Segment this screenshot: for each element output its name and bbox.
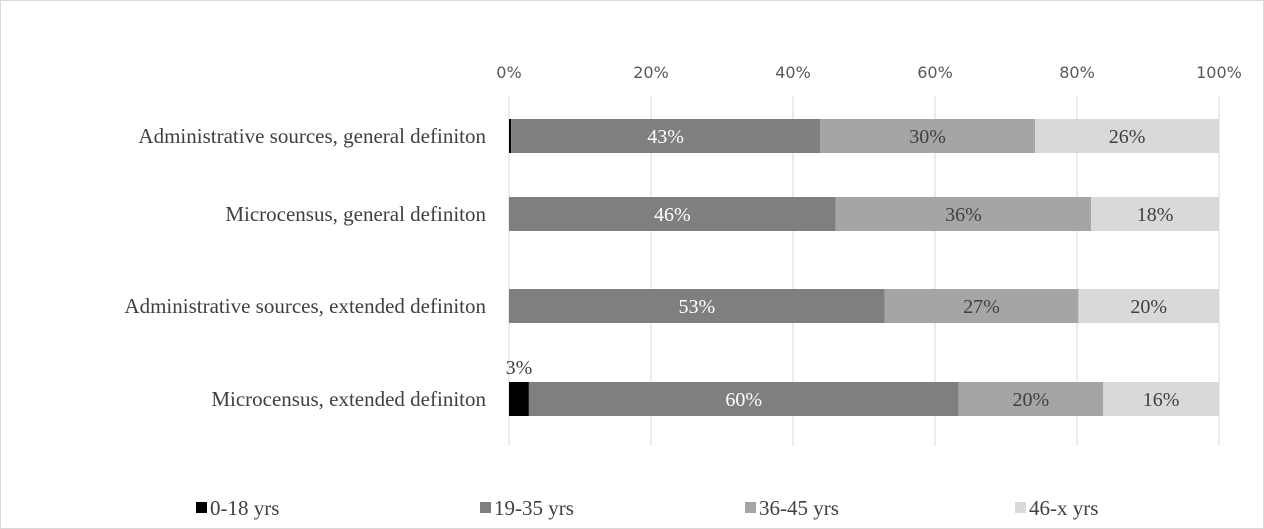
legend-swatch xyxy=(480,502,491,513)
bar-segment xyxy=(509,289,885,323)
x-tick-label: 80% xyxy=(1059,63,1095,82)
category-labels: Administrative sources, general definito… xyxy=(124,124,486,411)
bar-segment xyxy=(509,119,512,153)
legend-label: 46-x yrs xyxy=(1029,496,1098,520)
bars xyxy=(509,119,1219,416)
data-label: 43% xyxy=(647,126,684,148)
legend-label: 36-45 yrs xyxy=(759,496,839,520)
bar-segment xyxy=(1103,382,1219,416)
data-label: 27% xyxy=(963,296,1000,318)
category-label: Microcensus, general definiton xyxy=(225,202,486,226)
legend-item: 0-18 yrs xyxy=(196,496,279,520)
x-tick-label: 60% xyxy=(917,63,953,82)
legend: 0-18 yrs 19-35 yrs 36-45 yrs 46-x yrs xyxy=(196,496,1098,520)
bar-segment xyxy=(509,382,529,416)
bar-segment xyxy=(958,382,1104,416)
data-label: 20% xyxy=(1013,389,1050,411)
legend-item: 36-45 yrs xyxy=(745,496,839,520)
category-label: Administrative sources, extended definit… xyxy=(124,294,486,318)
data-label: 16% xyxy=(1143,389,1180,411)
x-axis-ticks: 0% 20% 40% 60% 80% 100% xyxy=(496,63,1242,82)
bar-segment xyxy=(1091,197,1219,231)
category-label: Microcensus, extended definiton xyxy=(211,387,486,411)
x-tick-label: 100% xyxy=(1196,63,1242,82)
bar-segment xyxy=(1035,119,1219,153)
bar-segment xyxy=(528,382,959,416)
data-label: 26% xyxy=(1109,126,1146,148)
x-tick-label: 40% xyxy=(775,63,811,82)
bar-segment xyxy=(509,197,836,231)
data-label: 18% xyxy=(1137,204,1174,226)
data-label: 53% xyxy=(678,296,715,318)
legend-item: 46-x yrs xyxy=(1015,496,1098,520)
legend-label: 19-35 yrs xyxy=(494,496,574,520)
data-label: 20% xyxy=(1130,296,1167,318)
bar-segment xyxy=(511,119,820,153)
category-label: Administrative sources, general definito… xyxy=(138,124,486,148)
legend-label: 0-18 yrs xyxy=(210,496,279,520)
bar-segment xyxy=(1078,289,1219,323)
data-label: 46% xyxy=(654,204,691,226)
data-label: 60% xyxy=(725,389,762,411)
bar-segment xyxy=(819,119,1036,153)
data-label: 30% xyxy=(909,126,946,148)
data-label: 36% xyxy=(945,204,982,226)
x-tick-label: 0% xyxy=(496,63,521,82)
bar-segment xyxy=(884,289,1079,323)
legend-swatch xyxy=(745,502,756,513)
data-label: 3% xyxy=(506,357,533,379)
x-tick-label: 20% xyxy=(633,63,669,82)
legend-swatch xyxy=(1015,502,1026,513)
legend-swatch xyxy=(196,502,207,513)
data-labels: 43% 30% 26% 46% 36% 18% 53% 27% 20% 3% 60% 20% 16% xyxy=(506,126,1180,411)
legend-item: 19-35 yrs xyxy=(480,496,574,520)
bar-segment xyxy=(835,197,1092,231)
